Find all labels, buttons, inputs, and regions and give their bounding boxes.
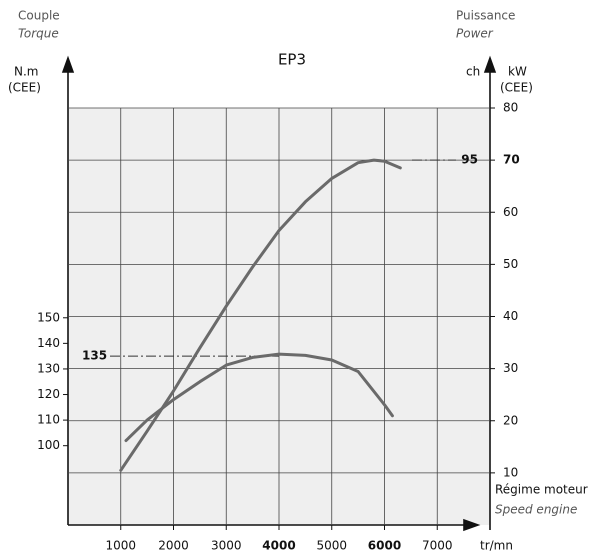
series-line — [119, 158, 402, 472]
x-tick-label: 1000 — [105, 539, 136, 553]
series-line — [124, 352, 394, 443]
y2-tick-label: 10 — [503, 465, 518, 479]
x-tick-label: 3000 — [211, 539, 242, 553]
y-axis-arrow — [61, 55, 75, 73]
y-tick-label: 130 — [37, 361, 60, 375]
left-title-fr: Couple — [18, 9, 60, 23]
y2-tick-label: 60 — [503, 205, 518, 219]
y-label: N.m — [14, 65, 38, 79]
annotation-label: 95 — [461, 153, 478, 167]
x-tick-label: 7000 — [422, 539, 453, 553]
y-tick-label: 110 — [37, 413, 60, 427]
y2-label: kW — [508, 65, 527, 79]
y2-tick-label: 70 — [503, 153, 520, 167]
y-tick-label: 140 — [37, 336, 60, 350]
y2-tick-label: 50 — [503, 257, 518, 271]
y2-tick-label: 80 — [503, 101, 518, 115]
chart-title: EP3 — [278, 51, 306, 69]
x-title-fr: Régime moteur — [495, 483, 588, 497]
x-tick-label: 4000 — [262, 539, 295, 553]
x-tick-label: 6000 — [368, 539, 401, 553]
x-label: tr/mn — [480, 539, 513, 553]
y-label: (CEE) — [8, 81, 41, 95]
y2-label-alt: ch — [466, 65, 480, 79]
y2-tick-label: 20 — [503, 413, 518, 427]
y-tick-label: 120 — [37, 387, 60, 401]
right-title-en: Power — [456, 27, 494, 41]
y2-tick-label: 40 — [503, 309, 518, 323]
left-title-en: Torque — [18, 27, 59, 41]
annotation-label: 135 — [82, 349, 107, 363]
y-tick-label: 100 — [37, 438, 60, 452]
y-tick-label: 150 — [37, 310, 60, 324]
x-tick-label: 2000 — [158, 539, 189, 553]
x-tick-label: 5000 — [316, 539, 347, 553]
right-title-fr: Puissance — [456, 9, 515, 23]
x-axis-arrow — [463, 518, 481, 532]
y2-axis-arrow — [483, 55, 497, 73]
y2-tick-label: 30 — [503, 361, 518, 375]
x-title-en: Speed engine — [495, 503, 577, 517]
y2-label: (CEE) — [500, 81, 533, 95]
